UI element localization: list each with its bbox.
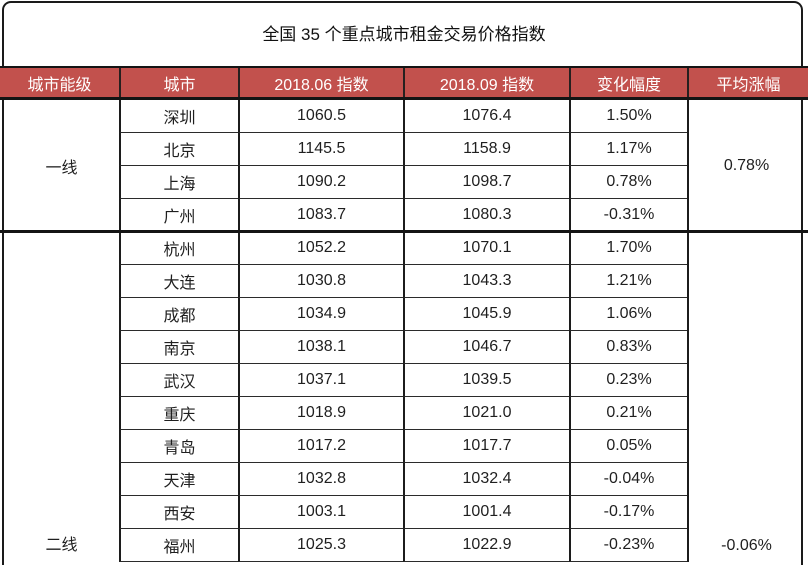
average-cell: -0.06%	[687, 232, 804, 562]
index-sep-cell: 1043.3	[403, 265, 569, 298]
change-cell: 0.21%	[569, 397, 687, 430]
change-cell: 1.21%	[569, 265, 687, 298]
tier-cell: 一线	[45, 160, 78, 177]
city-cell: 杭州	[119, 232, 238, 265]
change-cell: -0.04%	[569, 463, 687, 496]
city-cell: 西安	[119, 496, 238, 529]
city-cell: 深圳	[119, 100, 238, 133]
index-sep-cell: 1158.9	[403, 133, 569, 166]
city-cell: 武汉	[119, 364, 238, 397]
index-sep-cell: 1017.7	[403, 430, 569, 463]
index-jun-cell: 1052.2	[238, 232, 403, 265]
change-cell: -0.17%	[569, 496, 687, 529]
city-cell: 重庆	[119, 397, 238, 430]
index-jun-cell: 1060.5	[238, 100, 403, 133]
change-cell: 1.06%	[569, 298, 687, 331]
index-sep-cell: 1001.4	[403, 496, 569, 529]
index-jun-cell: 1003.1	[238, 496, 403, 529]
change-cell: 1.50%	[569, 100, 687, 133]
index-sep-cell: 1098.7	[403, 166, 569, 199]
index-jun-cell: 1025.3	[238, 529, 403, 562]
column-header-change: 变化幅度	[569, 68, 687, 97]
city-cell: 上海	[119, 166, 238, 199]
city-cell: 青岛	[119, 430, 238, 463]
change-cell: 0.23%	[569, 364, 687, 397]
average-cell: 0.78%	[687, 100, 804, 232]
index-jun-cell: 1090.2	[238, 166, 403, 199]
change-cell: -0.23%	[569, 529, 687, 562]
index-jun-cell: 1034.9	[238, 298, 403, 331]
change-cell: 0.05%	[569, 430, 687, 463]
change-cell: -0.31%	[569, 199, 687, 232]
city-cell: 北京	[119, 133, 238, 166]
change-cell: 0.78%	[569, 166, 687, 199]
table-header-row: 城市能级 城市 2018.06 指数 2018.09 指数 变化幅度 平均涨幅	[0, 66, 808, 100]
index-jun-cell: 1030.8	[238, 265, 403, 298]
index-jun-cell: 1083.7	[238, 199, 403, 232]
column-header-tier: 城市能级	[27, 76, 92, 94]
change-cell: 0.83%	[569, 331, 687, 364]
column-header-index-sep: 2018.09 指数	[403, 68, 569, 97]
index-sep-cell: 1076.4	[403, 100, 569, 133]
column-header-index-jun: 2018.06 指数	[238, 68, 403, 97]
index-jun-cell: 1145.5	[238, 133, 403, 166]
index-sep-cell: 1022.9	[403, 529, 569, 562]
city-cell: 成都	[119, 298, 238, 331]
index-jun-cell: 1038.1	[238, 331, 403, 364]
tier-cell: 二线	[45, 537, 78, 554]
column-header-average: 平均涨幅	[687, 68, 808, 97]
change-cell: 1.70%	[569, 232, 687, 265]
index-jun-cell: 1032.8	[238, 463, 403, 496]
city-cell: 大连	[119, 265, 238, 298]
index-sep-cell: 1080.3	[403, 199, 569, 232]
city-cell: 天津	[119, 463, 238, 496]
index-sep-cell: 1039.5	[403, 364, 569, 397]
index-sep-cell: 1021.0	[403, 397, 569, 430]
city-cell: 福州	[119, 529, 238, 562]
city-cell: 广州	[119, 199, 238, 232]
index-sep-cell: 1070.1	[403, 232, 569, 265]
index-jun-cell: 1037.1	[238, 364, 403, 397]
index-sep-cell: 1045.9	[403, 298, 569, 331]
city-cell: 南京	[119, 331, 238, 364]
table-body-grid: 一线 深圳 1060.5 1076.4 1.50% 北京 1145.5 1158.9 1.17%…	[4, 100, 804, 562]
index-jun-cell: 1018.9	[238, 397, 403, 430]
page-title: 全国 35 个重点城市租金交易价格指数	[262, 25, 546, 44]
index-jun-cell: 1017.2	[238, 430, 403, 463]
change-cell: 1.17%	[569, 133, 687, 166]
index-sep-cell: 1046.7	[403, 331, 569, 364]
column-header-city: 城市	[119, 68, 238, 97]
index-sep-cell: 1032.4	[403, 463, 569, 496]
tier-group-divider	[0, 230, 808, 233]
